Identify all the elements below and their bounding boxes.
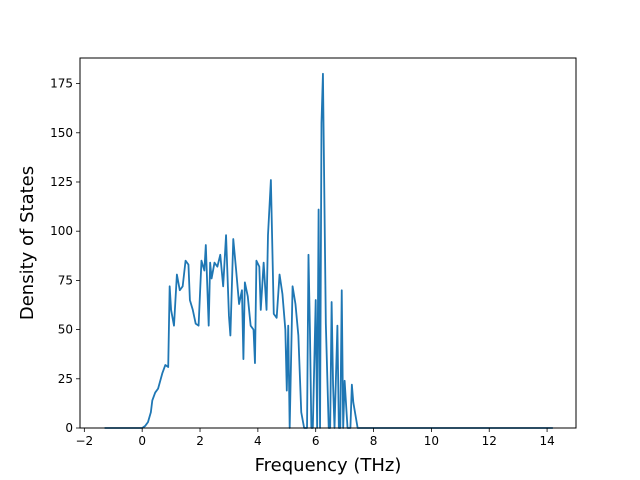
x-tick-label: 2 [196,434,204,448]
x-tick-label: 6 [312,434,320,448]
x-tick-label: 14 [539,434,554,448]
y-tick-label: 175 [50,77,73,91]
y-tick-label: 0 [65,421,73,435]
y-axis-label: Density of States [17,166,38,320]
y-tick-label: 125 [50,175,73,189]
x-tick-label: 12 [482,434,497,448]
x-tick-label: −2 [75,434,93,448]
dos-series-line-0 [104,72,553,429]
x-axis: −2 0 2 4 6 8 10 12 14 [75,428,555,448]
x-tick-label: 4 [254,434,262,448]
x-tick-label: 10 [424,434,439,448]
y-tick-label: 100 [50,224,73,238]
plot-layer [104,72,553,429]
y-tick-label: 25 [58,372,73,386]
y-tick-label: 75 [58,273,73,287]
x-axis-label: Frequency (THz) [255,455,402,476]
x-tick-label: 0 [138,434,146,448]
y-tick-label: 50 [58,323,73,337]
x-tick-label: 8 [370,434,378,448]
y-tick-label: 150 [50,126,73,140]
plot-frame [79,57,577,429]
y-axis: 0 25 50 75 100 125 150 175 [50,77,80,435]
